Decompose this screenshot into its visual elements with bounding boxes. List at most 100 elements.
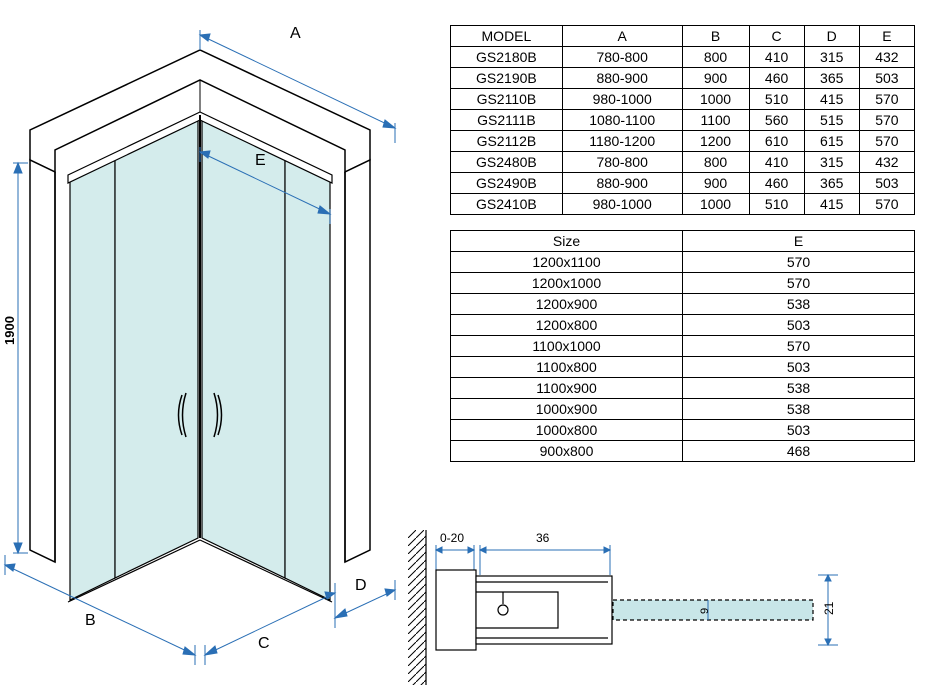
size-cell: 538: [683, 294, 915, 315]
spec-cell: 315: [804, 47, 859, 68]
spec-cell: 503: [859, 68, 914, 89]
table-row: 1000x800503: [451, 420, 915, 441]
spec-cell: GS2111B: [451, 110, 563, 131]
profile-diagram: 0-20 36: [408, 530, 928, 680]
table-row: 1200x1000570: [451, 273, 915, 294]
spec-cell: 980-1000: [562, 89, 682, 110]
spec-cell: 410: [749, 47, 804, 68]
size-cell: 1000x900: [451, 399, 683, 420]
size-cell: 900x800: [451, 441, 683, 462]
size-table: SizeE 1200x11005701200x10005701200x90053…: [450, 230, 915, 462]
table-row: 1000x900538: [451, 399, 915, 420]
spec-cell: 365: [804, 173, 859, 194]
size-cell: 468: [683, 441, 915, 462]
size-cell: 1000x800: [451, 420, 683, 441]
spec-cell: 1180-1200: [562, 131, 682, 152]
size-cell: 1200x900: [451, 294, 683, 315]
spec-cell: GS2190B: [451, 68, 563, 89]
dim-c-label: C: [258, 635, 270, 652]
table-row: 1200x900538: [451, 294, 915, 315]
table-row: GS2480B780-800800410315432: [451, 152, 915, 173]
profile-width-label: 36: [536, 531, 550, 545]
table-row: GS2111B1080-11001100560515570: [451, 110, 915, 131]
size-cell: 1200x800: [451, 315, 683, 336]
spec-cell: 415: [804, 194, 859, 215]
spec-cell: 570: [859, 194, 914, 215]
height-1900-label: 1900: [2, 316, 17, 345]
spec-cell: 1000: [682, 194, 749, 215]
spec-cell: 415: [804, 89, 859, 110]
table-row: GS2410B980-10001000510415570: [451, 194, 915, 215]
size-cell: 538: [683, 378, 915, 399]
spec-cell: 570: [859, 89, 914, 110]
spec-header-cell: E: [859, 26, 914, 47]
spec-cell: 880-900: [562, 68, 682, 89]
spec-cell: 515: [804, 110, 859, 131]
table-row: 1200x800503: [451, 315, 915, 336]
dim-e-label: E: [255, 152, 266, 169]
spec-cell: 510: [749, 89, 804, 110]
spec-header-cell: A: [562, 26, 682, 47]
table-row: GS2490B880-900900460365503: [451, 173, 915, 194]
table-row: GS2180B780-800800410315432: [451, 47, 915, 68]
table-row: 1100x900538: [451, 378, 915, 399]
spec-cell: 410: [749, 152, 804, 173]
spec-table: MODELABCDE GS2180B780-800800410315432GS2…: [450, 25, 915, 215]
dim-b-label: B: [85, 612, 96, 629]
spec-cell: 460: [749, 173, 804, 194]
spec-cell: 1200: [682, 131, 749, 152]
spec-header-cell: C: [749, 26, 804, 47]
table-row: GS2110B980-10001000510415570: [451, 89, 915, 110]
table-row: 900x800468: [451, 441, 915, 462]
table-row: 1100x800503: [451, 357, 915, 378]
size-cell: 570: [683, 252, 915, 273]
spec-cell: 503: [859, 173, 914, 194]
size-cell: 1200x1100: [451, 252, 683, 273]
spec-cell: 615: [804, 131, 859, 152]
dim-d-label: D: [355, 577, 367, 594]
profile-inner-label: 9: [699, 608, 711, 614]
spec-cell: 610: [749, 131, 804, 152]
spec-cell: 365: [804, 68, 859, 89]
spec-cell: 315: [804, 152, 859, 173]
spec-cell: 570: [859, 131, 914, 152]
spec-cell: 1000: [682, 89, 749, 110]
spec-cell: 800: [682, 152, 749, 173]
profile-gap-label: 0-20: [440, 531, 464, 545]
spec-cell: GS2480B: [451, 152, 563, 173]
table-row: 1200x1100570: [451, 252, 915, 273]
spec-header-cell: D: [804, 26, 859, 47]
profile-height-label: 21: [822, 601, 836, 615]
size-cell: 1100x800: [451, 357, 683, 378]
spec-header-cell: MODEL: [451, 26, 563, 47]
spec-cell: 900: [682, 173, 749, 194]
spec-cell: 460: [749, 68, 804, 89]
spec-header-cell: B: [682, 26, 749, 47]
size-cell: 503: [683, 420, 915, 441]
table-row: GS2112B1180-12001200610615570: [451, 131, 915, 152]
spec-cell: GS2490B: [451, 173, 563, 194]
spec-cell: GS2180B: [451, 47, 563, 68]
spec-cell: 570: [859, 110, 914, 131]
spec-cell: GS2410B: [451, 194, 563, 215]
size-header-cell: Size: [451, 231, 683, 252]
table-row: 1100x1000570: [451, 336, 915, 357]
size-cell: 570: [683, 336, 915, 357]
size-cell: 1100x900: [451, 378, 683, 399]
spec-cell: 1100: [682, 110, 749, 131]
dim-a-label: A: [290, 25, 301, 42]
spec-cell: 510: [749, 194, 804, 215]
size-cell: 570: [683, 273, 915, 294]
spec-cell: 800: [682, 47, 749, 68]
spec-cell: 432: [859, 152, 914, 173]
spec-cell: 560: [749, 110, 804, 131]
spec-cell: 900: [682, 68, 749, 89]
spec-cell: GS2110B: [451, 89, 563, 110]
spec-cell: 980-1000: [562, 194, 682, 215]
size-cell: 1200x1000: [451, 273, 683, 294]
size-cell: 503: [683, 357, 915, 378]
size-cell: 538: [683, 399, 915, 420]
table-row: GS2190B880-900900460365503: [451, 68, 915, 89]
spec-cell: GS2112B: [451, 131, 563, 152]
size-cell: 503: [683, 315, 915, 336]
